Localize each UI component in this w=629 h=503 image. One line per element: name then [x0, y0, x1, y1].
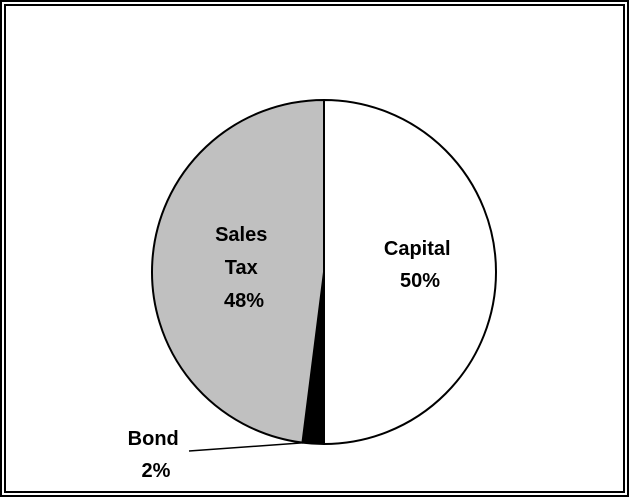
sales-tax-label-line1: Sales [215, 224, 267, 246]
pie-slices [150, 99, 497, 445]
sales-tax-label: Sales Tax 48% [215, 224, 273, 312]
capital-label: Capital 50% [384, 238, 456, 292]
pie-slice-capital [323, 99, 497, 445]
bond-label: Bond 2% [128, 428, 185, 482]
capital-label-percent: 50% [400, 270, 440, 292]
pie-chart: Capital 50% Sales Tax 48% Bond 2% [128, 99, 497, 482]
bond-label-name: Bond [128, 428, 179, 450]
bond-label-percent: 2% [142, 460, 171, 482]
sales-tax-label-percent: 48% [224, 290, 264, 312]
sales-tax-label-line2: Tax [225, 257, 258, 279]
capital-label-name: Capital [384, 238, 451, 260]
bond-leader-line [188, 441, 315, 452]
pie-slice-sales-tax [150, 99, 325, 444]
